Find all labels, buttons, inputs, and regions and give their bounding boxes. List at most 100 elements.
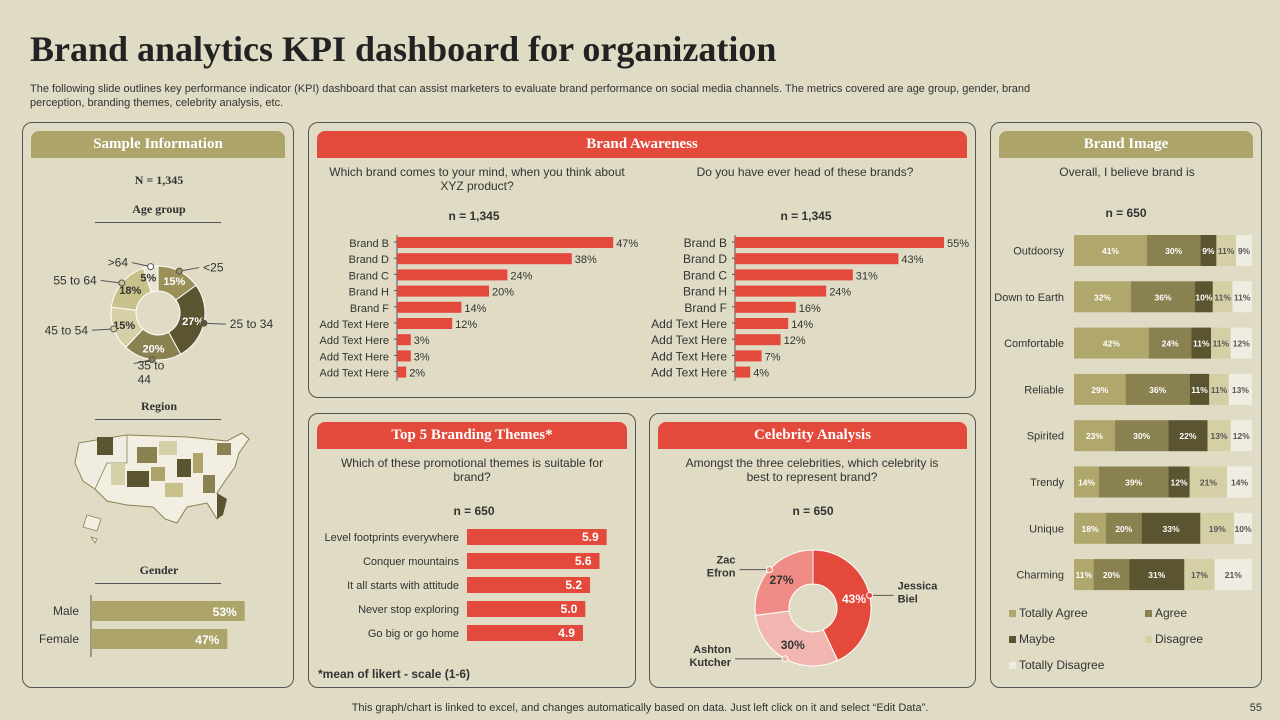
awareness2-bar: [735, 237, 944, 248]
brand-image-value-label: 21%: [1225, 570, 1242, 580]
legend-swatch: [1145, 610, 1152, 617]
brand-image-value-label: 11%: [1213, 339, 1230, 349]
awareness2-value-label: 24%: [829, 287, 851, 299]
awareness2-value-label: 43%: [901, 254, 923, 266]
brand-image-bar-segment: [1129, 559, 1185, 591]
gender-category-label: Male: [53, 604, 79, 618]
brand-image-value-label: 9%: [1202, 246, 1215, 256]
themes-note: *mean of likert - scale (1-6): [318, 667, 471, 681]
brand-image-bar-segment: [1232, 281, 1252, 313]
awareness2-value-label: 7%: [765, 351, 781, 363]
brand-image-value-label: 36%: [1149, 385, 1166, 395]
awareness1-bar: [397, 253, 572, 265]
age-group-title: Age group: [132, 202, 186, 216]
legend-label: Maybe: [1019, 632, 1056, 646]
awareness1-value-label: 38%: [575, 254, 597, 266]
brand-image-category-label: Down to Earth: [994, 292, 1064, 304]
brand-image-category-label: Spirited: [1027, 431, 1064, 443]
brand-image-value-label: 30%: [1133, 431, 1150, 441]
gender-title: Gender: [139, 563, 179, 577]
brand-image-bar-segment: [1098, 466, 1169, 498]
age-leader-dot: [200, 319, 208, 327]
brand-image-value-label: 30%: [1165, 246, 1182, 256]
celebrity-leader-dot: [866, 591, 874, 599]
age-leader-dot: [118, 279, 126, 287]
brand-image-value-label: 11%: [1234, 292, 1251, 302]
brand-image-bar-segment: [1093, 559, 1130, 591]
brand-image-value-label: 11%: [1211, 385, 1228, 395]
brand-image-bar-segment: [1195, 281, 1213, 313]
awareness2-category-label: Add Text Here: [651, 349, 727, 363]
celebrity-category-label: Kutcher: [689, 657, 731, 669]
awareness2-category-label: Brand D: [683, 252, 727, 266]
legend-item: Maybe: [1009, 632, 1055, 646]
brand-image-value-label: 19%: [1209, 524, 1226, 534]
age-slice: [110, 267, 152, 311]
themes-value-label: 5.0: [561, 602, 578, 616]
brand-image-question: Overall, I believe brand is: [1059, 165, 1195, 179]
age-leader-dot: [175, 267, 183, 275]
brand-image-bar-segment: [1125, 373, 1190, 405]
brand-image-value-label: 23%: [1086, 431, 1103, 441]
awareness1-category-label: Brand D: [349, 254, 389, 266]
brand-image-value-label: 12%: [1171, 478, 1188, 488]
age-value-label: 5%: [140, 272, 156, 284]
themes-value-label: 5.9: [582, 530, 599, 544]
brand-image-bar-segment: [1189, 466, 1228, 498]
age-value-label: 18%: [119, 285, 141, 297]
sample-information-header: Sample Information: [31, 131, 285, 158]
gender-bar: [91, 601, 245, 621]
gender-bar: [91, 629, 228, 649]
brand-image-value-label: 21%: [1200, 478, 1217, 488]
legend-item: Disagree: [1145, 632, 1203, 646]
themes-value-label: 5.2: [565, 578, 582, 592]
awareness2-category-label: Add Text Here: [651, 317, 727, 331]
awareness1-bar: [397, 350, 411, 362]
legend-swatch: [1009, 610, 1016, 617]
brand-image-bar-segment: [1209, 373, 1229, 405]
brand-image-value-label: 10%: [1195, 292, 1212, 302]
awareness1-value-label: 14%: [464, 303, 486, 315]
brand-image-bar-segment: [1141, 512, 1201, 544]
brand-image-value-label: 11%: [1191, 385, 1208, 395]
themes-value-label: 5.6: [575, 554, 592, 568]
awareness1-category-label: Brand F: [350, 303, 389, 315]
age-category-label: 25 to 34: [230, 317, 274, 331]
awareness1-category-label: Add Text Here: [319, 319, 389, 331]
awareness2-category-label: Add Text Here: [651, 333, 727, 347]
awareness-chart-1: Brand B 47% Brand D 38% Brand C 24% Brand H 20%…: [319, 235, 638, 381]
awareness1-category-label: Add Text Here: [319, 368, 389, 380]
awareness1-category-label: Add Text Here: [319, 335, 389, 347]
awareness1-value-label: 3%: [414, 351, 430, 363]
region-divider: [95, 419, 221, 420]
age-leader-line: [203, 322, 226, 325]
brand-image-bar-segment: [1148, 327, 1192, 359]
brand-image-value-label: 12%: [1233, 339, 1250, 349]
legend-swatch: [1009, 636, 1016, 643]
awareness-n-2: n = 1,345: [780, 209, 832, 223]
awareness1-bar: [397, 269, 508, 281]
brand-image-value-label: 32%: [1094, 292, 1111, 302]
awareness2-value-label: 12%: [784, 335, 806, 347]
age-category-label: 45 to 54: [45, 323, 89, 337]
awareness1-bar: [397, 301, 462, 313]
awareness1-category-label: Brand H: [349, 287, 389, 299]
awareness1-bar: [397, 237, 614, 248]
themes-bar: [467, 601, 586, 617]
awareness-question-2: Do you have ever head of these brands?: [696, 165, 914, 179]
legend-label: Agree: [1155, 606, 1188, 620]
awareness1-category-label: Brand C: [349, 270, 389, 282]
celebrity-analysis-panel: Celebrity Analysis Amongst the three cel…: [649, 413, 976, 688]
gender-chart: Male 53% Female 47%: [39, 595, 245, 657]
brand-image-value-label: 13%: [1232, 385, 1249, 395]
themes-category-label: Go big or go home: [368, 628, 459, 640]
brand-image-n: n = 650: [1105, 206, 1147, 220]
age-value-label: 27%: [182, 316, 204, 328]
themes-bar: [467, 577, 591, 593]
brand-image-bar-segment: [1207, 420, 1231, 452]
brand-image-bar-segment: [1074, 327, 1149, 359]
awareness2-bar: [735, 318, 789, 329]
brand-image-bar-segment: [1146, 235, 1201, 266]
